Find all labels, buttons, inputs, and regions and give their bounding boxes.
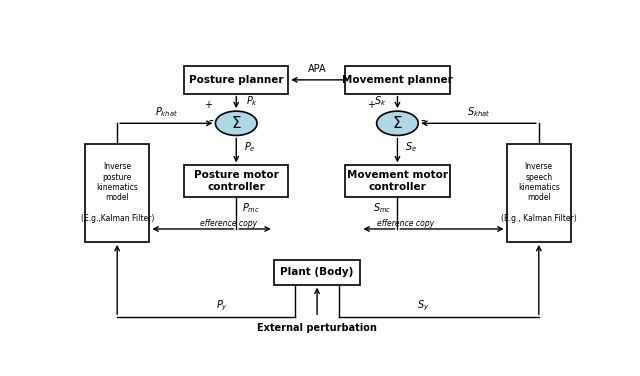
Text: +: + [204,100,212,109]
Text: External perturbation: External perturbation [257,323,377,334]
Text: Movement motor
controller: Movement motor controller [347,170,448,192]
Text: $S_k$: $S_k$ [374,94,387,108]
Text: $S_{khat}$: $S_{khat}$ [467,105,490,119]
Bar [184,165,288,197]
Bar [346,66,449,94]
Ellipse shape [376,111,419,135]
Bar [346,165,449,197]
Text: $P_k$: $P_k$ [246,94,257,108]
Text: -: - [420,115,426,129]
Text: $\Sigma$: $\Sigma$ [231,115,241,131]
Text: Posture motor
controller: Posture motor controller [194,170,278,192]
Text: Posture planner: Posture planner [189,75,284,85]
Text: Plant (Body): Plant (Body) [280,267,354,277]
Text: $S_{mc}$: $S_{mc}$ [372,202,391,215]
Text: efference copy: efference copy [200,219,257,228]
Text: APA: APA [308,64,326,74]
Bar [85,144,150,242]
Bar [274,260,360,285]
Text: -: - [208,115,213,129]
Text: Movement planner: Movement planner [342,75,453,85]
Text: Inverse
speech
kinematics
model

(E.g., Kalman Filter): Inverse speech kinematics model (E.g., K… [501,162,577,223]
Text: $P_{khat}$: $P_{khat}$ [155,105,178,119]
Text: $S_y$: $S_y$ [417,299,429,314]
Text: $P_{mc}$: $P_{mc}$ [243,202,260,215]
Text: Inverse
posture
kinematics
model

(E.g.,Kalman Filter): Inverse posture kinematics model (E.g.,K… [81,162,154,223]
Text: $P_y$: $P_y$ [216,299,228,314]
Bar [184,66,288,94]
Text: $P_e$: $P_e$ [244,140,256,154]
Text: +: + [367,100,375,109]
Text: efference copy: efference copy [376,219,434,228]
Ellipse shape [216,111,257,135]
Bar [507,144,571,242]
Text: $S_e$: $S_e$ [405,140,417,154]
Text: $\Sigma$: $\Sigma$ [392,115,403,131]
